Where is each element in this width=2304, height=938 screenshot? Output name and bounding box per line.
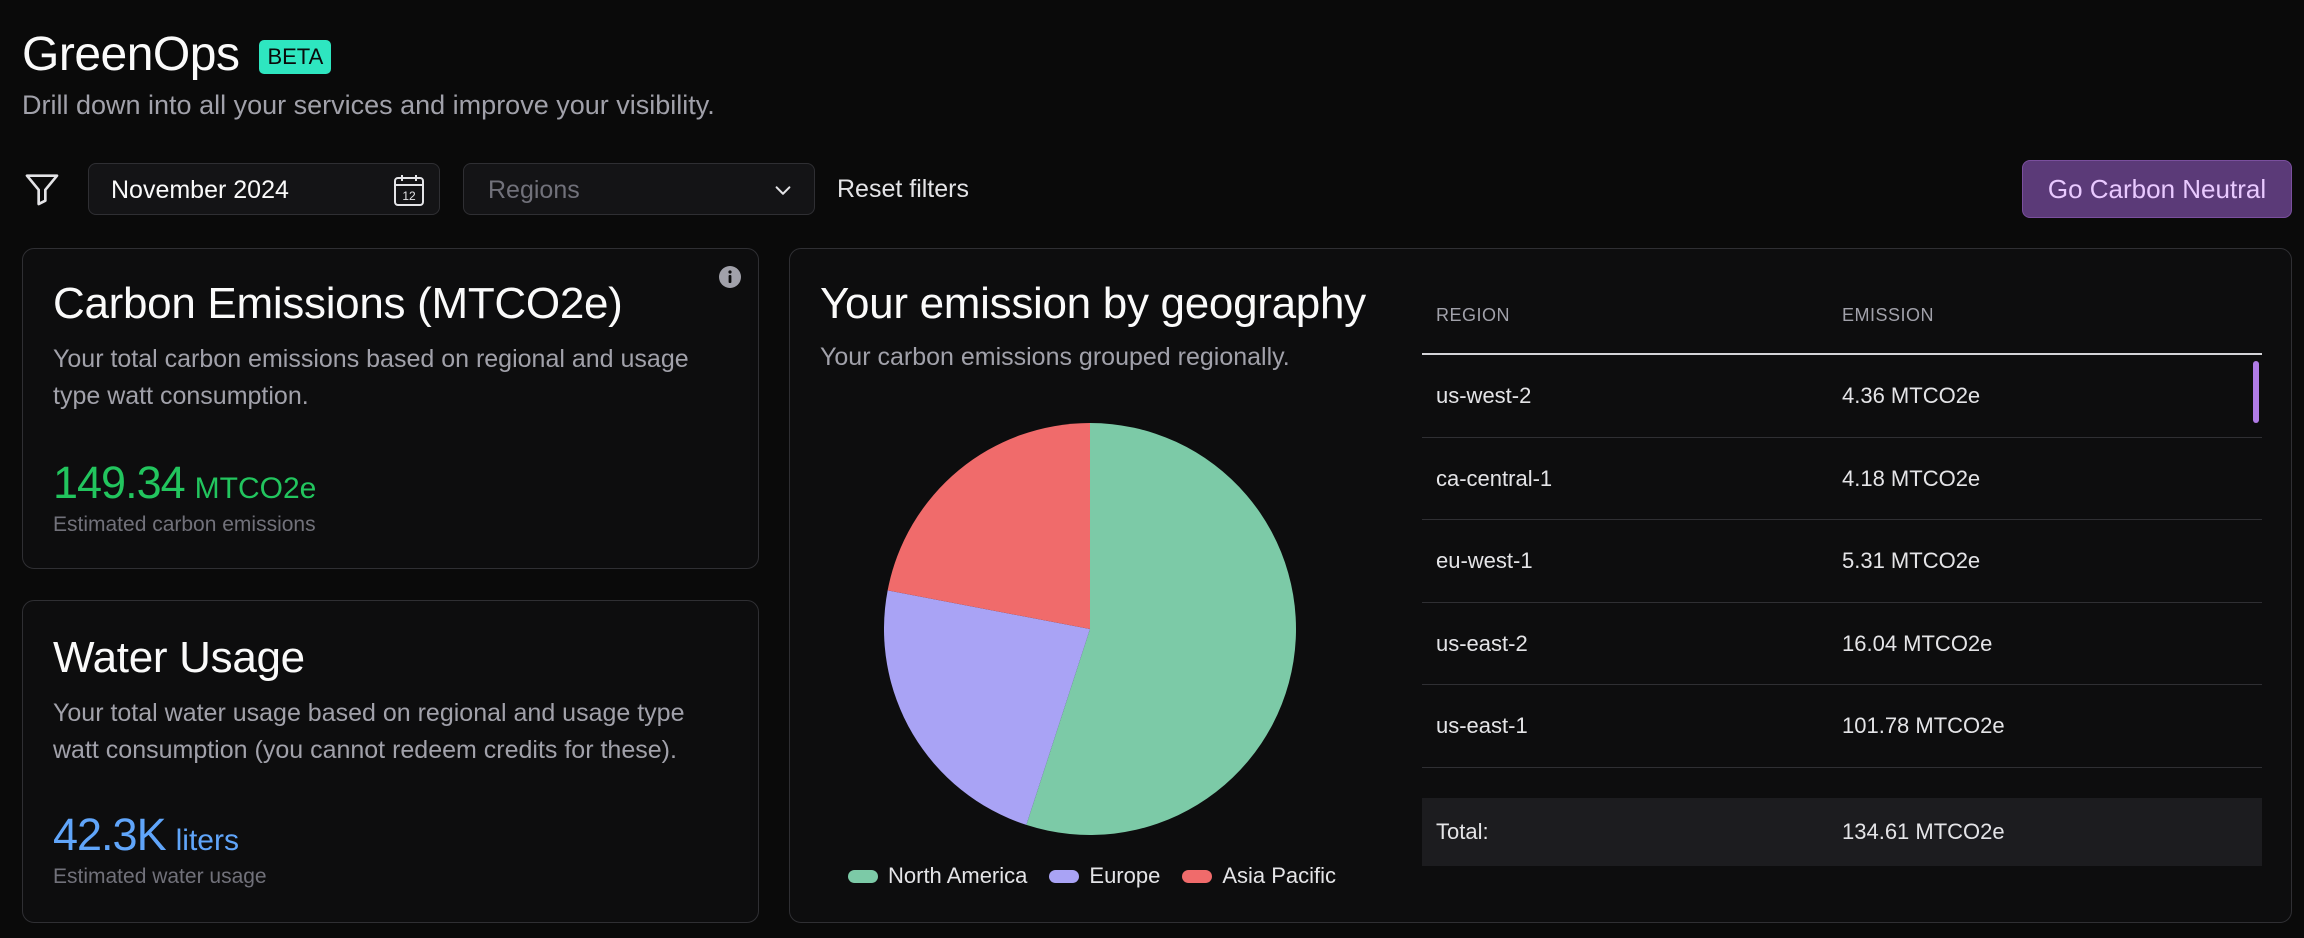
table-total-row: Total: 134.61 MTCO2e: [1422, 797, 2262, 866]
region-cell: us-east-1: [1436, 713, 1528, 738]
emission-cell: 4.18 MTCO2e: [1842, 465, 1981, 491]
legend-label: Asia Pacific: [1222, 863, 1337, 888]
emission-cell: 16.04 MTCO2e: [1842, 630, 1993, 656]
page-header: GreenOps BETA Drill down into all your s…: [22, 24, 715, 121]
water-metric: 42.3K liters: [53, 809, 239, 861]
column-header-emission: EMISSION: [1842, 305, 1935, 325]
total-value: 134.61 MTCO2e: [1842, 818, 2005, 844]
water-card-title: Water Usage: [53, 633, 305, 682]
carbon-metric: 149.34 MTCO2e: [53, 457, 316, 509]
carbon-emissions-card: Carbon Emissions (MTCO2e) Your total car…: [22, 248, 759, 569]
pie-slice-asia-pacific[interactable]: [887, 423, 1090, 629]
carbon-unit: MTCO2e: [194, 472, 317, 505]
emission-cell: 101.78 MTCO2e: [1842, 713, 2005, 738]
go-carbon-neutral-button[interactable]: Go Carbon Neutral: [2022, 160, 2292, 218]
total-label: Total:: [1436, 818, 1489, 844]
emission-pie-chart: [884, 423, 1296, 835]
region-cell: us-east-2: [1436, 630, 1528, 656]
emission-table: REGION EMISSION us-west-2 4.36 MTCO2e ca…: [1422, 285, 2262, 866]
regions-select[interactable]: Regions: [463, 163, 815, 215]
geo-card-description: Your carbon emissions grouped regionally…: [820, 343, 1290, 371]
legend-item-north-america[interactable]: North America: [848, 863, 1027, 889]
legend-item-asia-pacific[interactable]: Asia Pacific: [1182, 863, 1336, 889]
legend-label: Europe: [1089, 863, 1161, 888]
info-icon[interactable]: [718, 265, 742, 289]
geo-card-title: Your emission by geography: [820, 279, 1366, 328]
filter-icon[interactable]: [22, 169, 62, 209]
water-unit: liters: [175, 824, 239, 857]
carbon-card-description: Your total carbon emissions based on reg…: [53, 345, 689, 410]
geography-card: Your emission by geography Your carbon e…: [789, 248, 2292, 923]
page-title: GreenOps: [22, 28, 240, 81]
reset-filters-button[interactable]: Reset filters: [837, 175, 969, 203]
column-header-region: REGION: [1436, 305, 1511, 325]
region-cell: ca-central-1: [1436, 465, 1553, 491]
beta-badge: BETA: [259, 40, 332, 74]
pie-slice-europe[interactable]: [884, 590, 1090, 825]
carbon-caption: Estimated carbon emissions: [53, 513, 316, 536]
legend-swatch: [848, 869, 878, 883]
table-header: REGION EMISSION: [1422, 285, 2262, 355]
date-value: November 2024: [111, 176, 289, 204]
regions-placeholder: Regions: [488, 176, 580, 204]
region-cell: eu-west-1: [1436, 548, 1533, 573]
table-scrollbar[interactable]: [2253, 361, 2259, 423]
legend-label: North America: [888, 863, 1028, 888]
water-usage-card: Water Usage Your total water usage based…: [22, 600, 759, 923]
filter-bar: November 2024 12 Regions Reset filters G…: [22, 160, 2292, 218]
carbon-card-title: Carbon Emissions (MTCO2e): [53, 279, 623, 328]
calendar-day: 12: [402, 189, 416, 203]
water-value: 42.3K: [53, 809, 167, 860]
chevron-down-icon: [775, 186, 791, 195]
chart-legend: North America Europe Asia Pacific: [848, 863, 1336, 889]
region-cell: us-west-2: [1436, 383, 1532, 408]
legend-swatch: [1182, 869, 1213, 883]
table-row: eu-west-1 5.31 MTCO2e: [1422, 520, 2262, 603]
water-card-description: Your total water usage based on regional…: [53, 699, 685, 764]
table-row: us-west-2 4.36 MTCO2e: [1422, 355, 2262, 438]
pie-slice-north-america[interactable]: [1026, 423, 1296, 835]
table-row: us-east-2 16.04 MTCO2e: [1422, 603, 2262, 685]
water-caption: Estimated water usage: [53, 865, 267, 888]
legend-swatch: [1049, 869, 1080, 883]
date-picker[interactable]: November 2024 12: [88, 163, 440, 215]
table-row: us-east-1 101.78 MTCO2e: [1422, 685, 2262, 768]
emission-cell: 4.36 MTCO2e: [1842, 383, 1981, 408]
carbon-value: 149.34: [53, 457, 186, 508]
table-row: ca-central-1 4.18 MTCO2e: [1422, 438, 2262, 520]
legend-item-europe[interactable]: Europe: [1049, 863, 1160, 889]
emission-cell: 5.31 MTCO2e: [1842, 548, 1981, 573]
page-subtitle: Drill down into all your services and im…: [22, 90, 715, 120]
calendar-icon[interactable]: 12: [393, 173, 425, 207]
